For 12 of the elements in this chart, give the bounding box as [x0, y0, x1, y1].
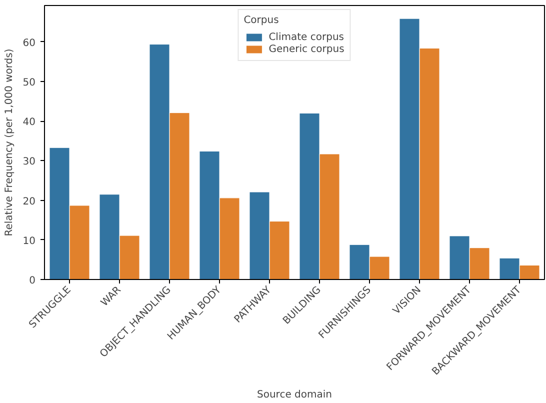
x-axis-title: Source domain	[257, 390, 332, 401]
y-tick-label: 10	[22, 236, 36, 247]
legend-title: Corpus	[244, 15, 280, 26]
y-tick-label: 50	[22, 78, 36, 89]
y-tick-label: 0	[29, 276, 36, 286]
y-tick-label: 30	[22, 156, 36, 168]
y-axis-title: Relative Frequency (per 1,000 words)	[4, 48, 15, 236]
y-tick-label: 20	[22, 196, 36, 208]
y-tick-label: 60	[22, 38, 36, 49]
legend-label: Generic corpus	[268, 43, 344, 55]
legend-label: Climate corpus	[268, 31, 344, 43]
y-tick-label: 40	[22, 117, 36, 128]
